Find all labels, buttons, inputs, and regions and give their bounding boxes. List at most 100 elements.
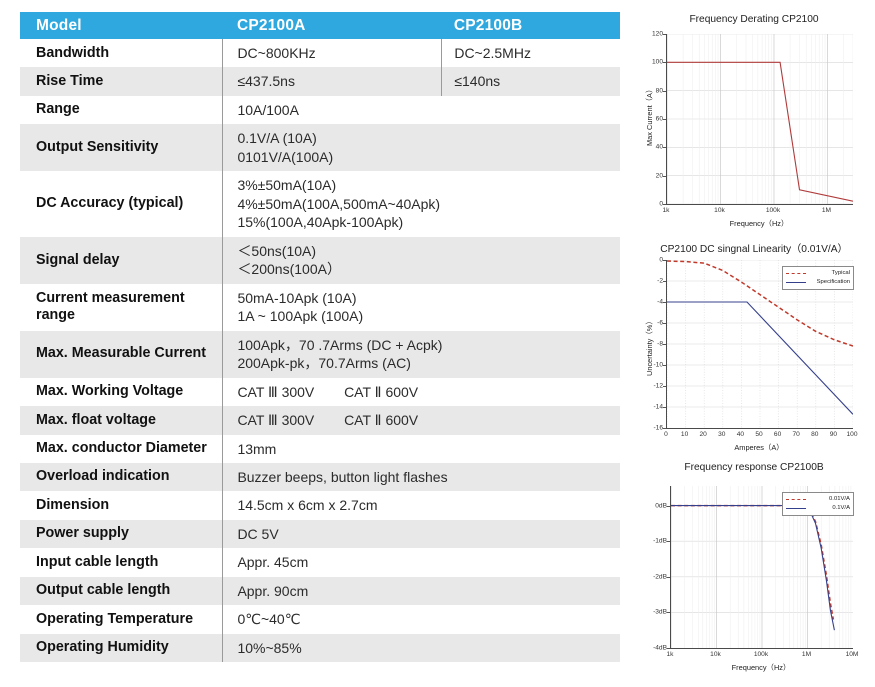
value-cat3: CAT Ⅲ 300V [237, 412, 315, 429]
x-tick-label: 0 [664, 431, 668, 438]
row-value-a: 13mm [222, 434, 620, 463]
row-label: Output cable length [20, 576, 223, 606]
row-value-b: ≤140ns [441, 67, 620, 96]
row-label: Operating Temperature [20, 605, 223, 634]
row-value-a: 100Apk，70 .7Arms (DC + Acpk) 200Apk-pk，7… [222, 330, 620, 378]
row-value-a: 0.1V/A (10A) 0101V/A(100A) [222, 124, 620, 172]
gridlines [667, 34, 853, 204]
value-line: 0101V/A(100A) [237, 148, 334, 165]
x-tick-label: 40 [736, 431, 745, 438]
y-axis-label: Max Current（A） [645, 85, 654, 146]
y-tick-mark [663, 302, 666, 303]
row-value-a: ≤437.5ns [222, 67, 442, 96]
x-tick-label: 10k [714, 207, 725, 214]
row-value-a: 0℃~40℃ [222, 605, 620, 634]
x-tick-label: 70 [792, 431, 800, 438]
legend-label: 0.01V/A [829, 496, 850, 502]
chart-title: CP2100 DC singnal Linearity（0.01V/A） [660, 244, 848, 255]
row-value-a: 10%~85% [222, 633, 620, 663]
plot-svg [667, 34, 853, 204]
x-axis-label: Frequency（Hz） [729, 219, 789, 228]
y-tick-label: -2 [657, 277, 663, 285]
y-tick-label: -2dB [653, 573, 667, 581]
row-label: Max. conductor Diameter [20, 434, 223, 463]
y-tick-label: -10 [653, 361, 663, 369]
y-tick-label: -12 [653, 382, 663, 390]
chart-legend: Typical Specification [782, 266, 854, 291]
y-tick-mark [663, 204, 666, 205]
x-tick-label: 20 [699, 431, 707, 438]
row-value-a: 50mA-10Apk (10A) 1A ~ 100Apk (100A) [222, 283, 620, 331]
y-tick-label: 20 [655, 172, 663, 180]
y-tick-mark [663, 260, 666, 261]
column-header-cp2100b: CP2100B [441, 12, 620, 39]
x-tick-label: 10 [680, 431, 689, 438]
value-cat3: CAT Ⅲ 300V [237, 383, 315, 400]
row-label: Current measurement range [20, 283, 223, 331]
table-header-row: Model CP2100A CP2100B [20, 12, 620, 39]
legend-item: 0.01V/A [786, 495, 850, 504]
value-cat2: CAT Ⅱ 600V [344, 412, 419, 429]
y-tick-mark [663, 365, 666, 366]
y-tick-mark [663, 147, 666, 149]
x-tick-label: 100k [765, 207, 781, 214]
chart-legend: 0.01V/A 0.1V/A [782, 492, 854, 517]
y-tick-mark [663, 407, 666, 408]
chart-frequency-response: Frequency response CP2100B 0dB -1dB -2dB -3… [636, 462, 872, 684]
y-tick-label: -4 [657, 298, 663, 306]
row-value-a: DC~800KHz [222, 39, 442, 68]
legend-key-icon [786, 282, 806, 284]
row-value-a: CAT Ⅲ 300V CAT Ⅱ 600V [222, 377, 620, 407]
table-row: Input cable length Appr. 45cm [20, 548, 620, 577]
plot-area [666, 260, 853, 429]
legend-item: Typical [786, 269, 850, 278]
series-0 [671, 504, 835, 620]
legend-label: 0.1V/A [832, 505, 850, 512]
value-line: 100Apk，70 .7Arms (DC + Acpk) [237, 336, 443, 353]
y-tick-mark [663, 119, 666, 120]
chart-title: Frequency response CP2100B [684, 462, 824, 473]
row-label: Input cable length [20, 548, 223, 577]
x-tick-label: 30 [718, 431, 726, 438]
table-row: Current measurement range 50mA-10Apk (10… [20, 283, 620, 331]
y-tick-mark [667, 505, 670, 507]
y-tick-label: 100 [651, 58, 663, 66]
row-value-a: DC 5V [222, 519, 620, 549]
legend-key-icon [786, 508, 806, 510]
y-tick-label: 80 [655, 87, 663, 95]
y-tick-mark [663, 62, 666, 64]
y-tick-mark [663, 34, 666, 35]
y-tick-label: -3dB [653, 608, 667, 616]
gridlines [667, 260, 853, 428]
series-1 [667, 301, 853, 415]
y-tick-mark [663, 90, 666, 92]
y-tick-label: -16 [653, 424, 663, 432]
legend-label: Typical [831, 270, 850, 276]
table-row: Operating Humidity 10%~85% [20, 633, 620, 663]
row-label: Max. Working Voltage [20, 377, 223, 407]
row-label: DC Accuracy (typical) [20, 171, 223, 237]
row-label: Max. float voltage [20, 406, 223, 435]
y-tick-label: -6 [657, 319, 663, 327]
y-tick-label: 60 [655, 115, 663, 123]
row-label: Range [20, 95, 223, 125]
value-line: 0.1V/A (10A) [237, 130, 317, 147]
value-line: ＜50ns(10A) [237, 242, 317, 259]
legend-key-icon [786, 499, 806, 501]
y-tick-label: -14 [653, 403, 663, 411]
x-tick-label: 80 [811, 431, 819, 438]
value-line: 4%±50mA(100A,500mA~40Apk) [237, 195, 441, 212]
chart-frequency-derating: Frequency Derating CP2100 0 20 40 60 80 100 12… [636, 14, 872, 236]
x-axis-label: Frequency（Hz） [731, 663, 791, 672]
y-tick-mark [663, 281, 666, 282]
y-tick-label: -8 [657, 340, 663, 348]
y-tick-mark [667, 612, 670, 614]
row-label: Max. Measurable Current [20, 330, 223, 378]
table-row: Bandwidth DC~800KHz DC~2.5MHz [20, 39, 620, 68]
table-row: Power supply DC 5V [20, 519, 620, 549]
table-row: Max. Working Voltage CAT Ⅲ 300V CAT Ⅱ 60… [20, 377, 620, 407]
table-row: Operating Temperature 0℃~40℃ [20, 605, 620, 634]
row-label: Power supply [20, 519, 223, 549]
value-line: 15%(100A,40Apk-100Apk) [237, 214, 404, 231]
